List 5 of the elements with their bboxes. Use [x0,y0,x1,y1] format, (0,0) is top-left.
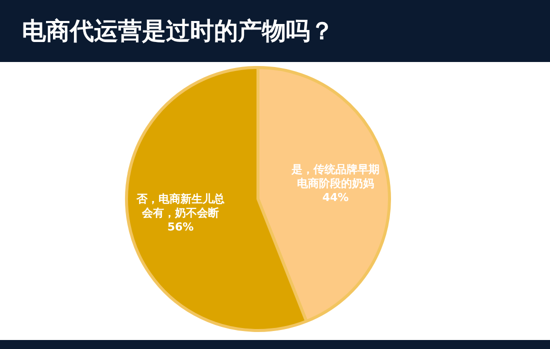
data-label: 56% [167,220,194,234]
slice-label: 是，传统品牌早期电商阶段的奶妈 [290,163,380,190]
slice-label: 否，电商新生儿总会有，奶不会断 [136,192,226,220]
chart-title: 电商代运营是过时的产物吗？ [0,0,550,62]
data-label: 44% [322,191,349,204]
